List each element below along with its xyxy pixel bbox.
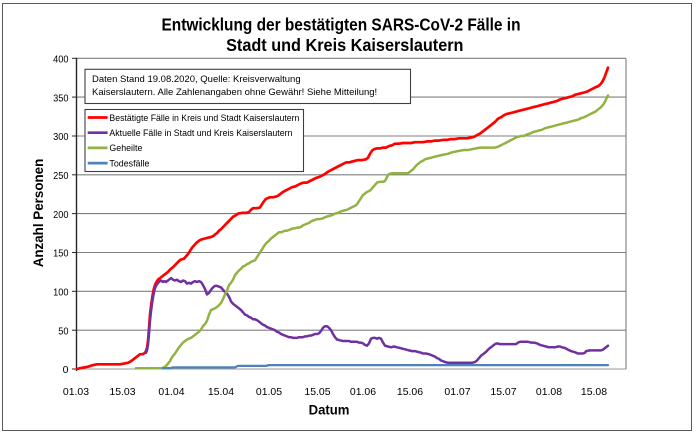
svg-text:Anzahl Personen: Anzahl Personen — [30, 159, 46, 268]
svg-text:15.05: 15.05 — [304, 387, 330, 398]
svg-text:01.03: 01.03 — [63, 387, 89, 398]
svg-text:Kaiserslautern. Alle Zahlenang: Kaiserslautern. Alle Zahlenangaben ohne … — [92, 87, 377, 98]
svg-text:100: 100 — [53, 287, 69, 299]
svg-text:15.07: 15.07 — [490, 387, 516, 398]
svg-text:Daten Stand 19.08.2020, Quelle: Daten Stand 19.08.2020, Quelle: Kreisver… — [92, 74, 301, 85]
svg-text:Stadt und Kreis Kaiserslautern: Stadt und Kreis Kaiserslautern — [226, 35, 463, 55]
svg-text:250: 250 — [53, 170, 69, 182]
svg-text:Aktuelle Fälle in Stadt und Kr: Aktuelle Fälle in Stadt und Kreis Kaiser… — [109, 128, 292, 138]
svg-text:Entwicklung der bestätigten SA: Entwicklung der bestätigten SARS-CoV-2 F… — [162, 15, 521, 35]
svg-text:01.06: 01.06 — [350, 387, 376, 398]
svg-text:300: 300 — [53, 131, 69, 143]
svg-text:01.04: 01.04 — [158, 387, 184, 398]
svg-text:350: 350 — [53, 92, 69, 104]
svg-text:15.04: 15.04 — [208, 387, 234, 398]
svg-text:Datum: Datum — [309, 402, 350, 418]
svg-text:01.05: 01.05 — [256, 387, 282, 398]
svg-text:200: 200 — [53, 209, 69, 221]
svg-text:15.03: 15.03 — [109, 387, 135, 398]
svg-text:0: 0 — [63, 364, 69, 376]
svg-text:01.07: 01.07 — [444, 387, 470, 398]
svg-text:Bestätigte Fälle in Kreis und: Bestätigte Fälle in Kreis und Stadt Kais… — [109, 113, 299, 123]
svg-text:15.08: 15.08 — [581, 387, 607, 398]
svg-text:Todesfälle: Todesfälle — [109, 158, 149, 168]
svg-text:Geheilte: Geheilte — [109, 143, 142, 153]
svg-text:15.06: 15.06 — [397, 387, 423, 398]
svg-text:400: 400 — [53, 54, 69, 66]
svg-text:50: 50 — [58, 325, 68, 337]
svg-text:150: 150 — [53, 248, 69, 260]
svg-text:01.08: 01.08 — [536, 387, 562, 398]
